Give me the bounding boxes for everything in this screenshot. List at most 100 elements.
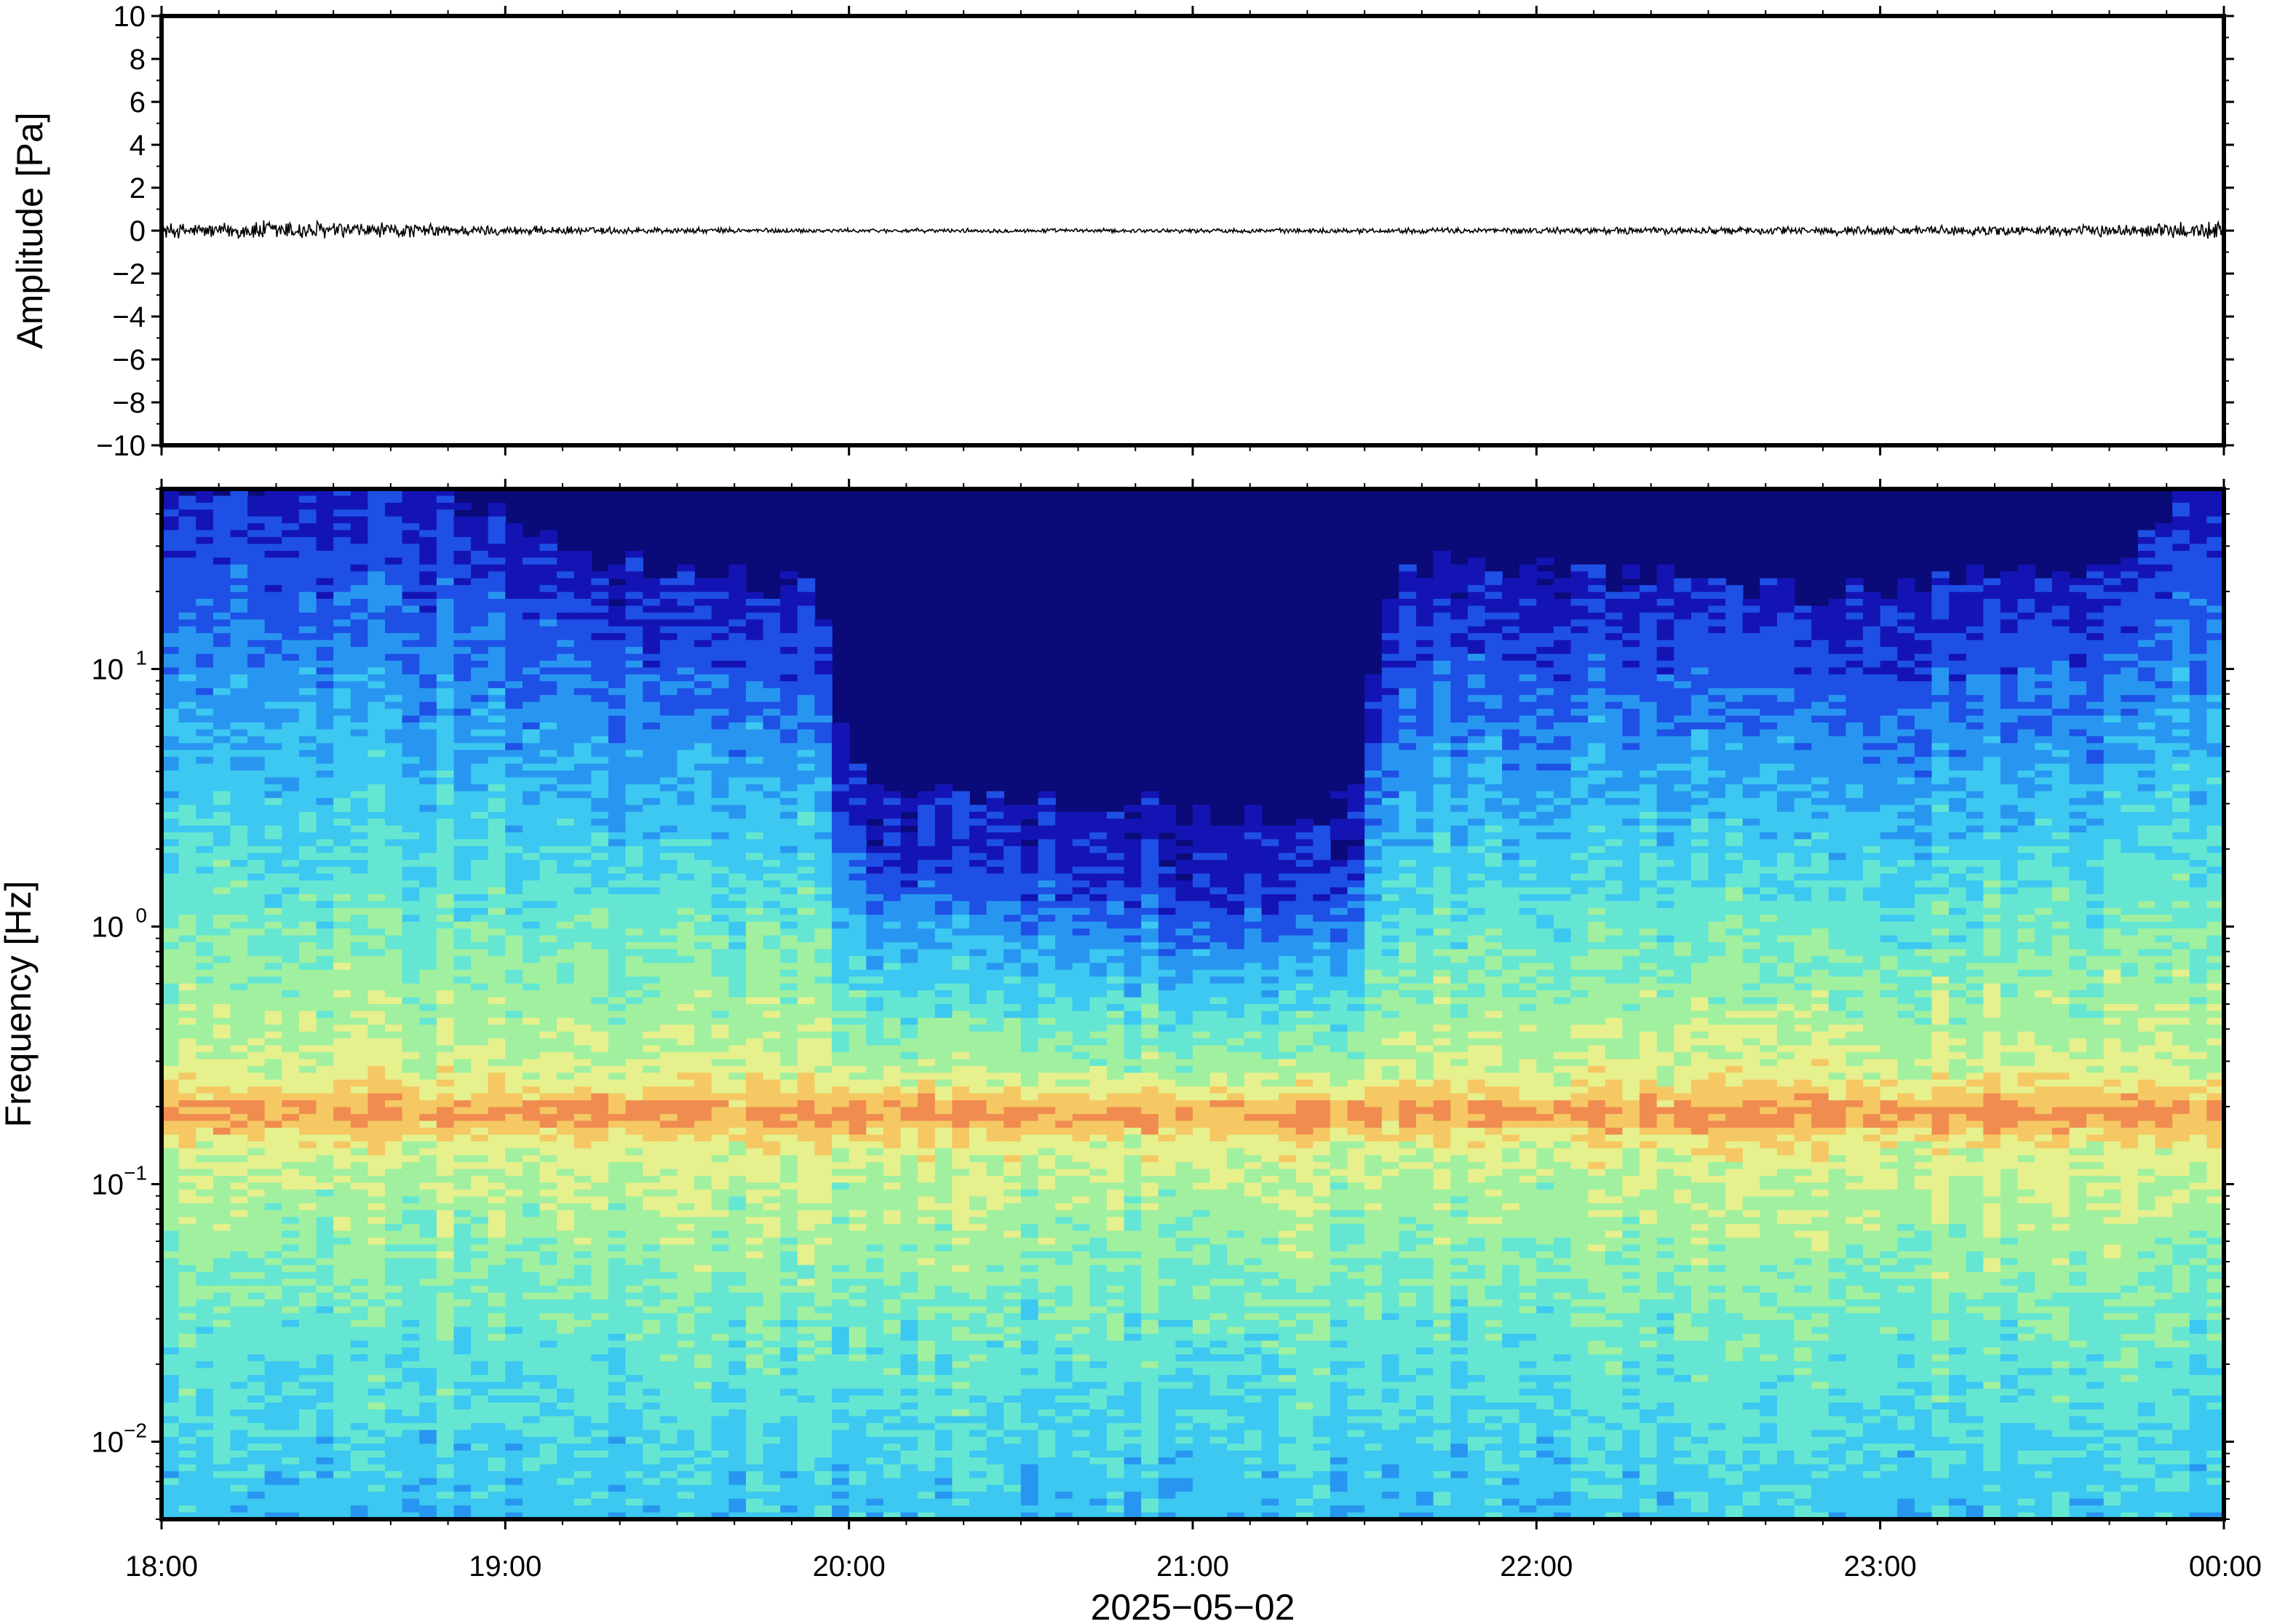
spectrogram-cell	[952, 935, 970, 957]
spectrogram-cell	[162, 832, 180, 840]
spectrogram-cell	[1519, 859, 1538, 867]
spectrogram-cell	[247, 516, 266, 524]
spectrogram-cell	[522, 805, 541, 854]
spectrogram-cell	[367, 949, 386, 957]
spectrogram-cell	[230, 1505, 248, 1513]
spectrogram-cell	[539, 845, 557, 854]
spectrogram-cell	[1347, 1512, 1365, 1519]
spectrogram-cell	[1004, 1182, 1022, 1190]
spectrogram-cell	[1485, 791, 1503, 799]
spectrogram-cell	[436, 1176, 455, 1184]
spectrogram-cell	[1467, 1436, 1486, 1452]
spectrogram-cell	[625, 1162, 643, 1184]
spectrogram-cell	[1072, 1141, 1091, 1163]
spectrogram-cell	[797, 1396, 816, 1404]
spectrogram-cell	[1381, 1354, 1400, 1382]
spectrogram-cell	[1467, 1093, 1486, 1101]
spectrogram-cell	[746, 1072, 764, 1108]
spectrogram-cell	[1674, 880, 1692, 943]
spectrogram-cell	[212, 859, 231, 867]
spectrogram-cell	[1072, 1045, 1091, 1053]
spectrogram-cell	[1467, 969, 1486, 984]
spectrogram-cell	[1347, 1031, 1365, 1053]
spectrogram-cell	[1553, 832, 1572, 840]
spectrogram-cell	[1364, 894, 1383, 902]
spectrogram-cell	[591, 1320, 609, 1356]
spectrogram-cell	[986, 1072, 1004, 1080]
spectrogram-cell	[1209, 1340, 1228, 1348]
spectrogram-cell	[1656, 661, 1675, 669]
spectrogram-cell	[1055, 1176, 1073, 1204]
spectrogram-cell	[677, 777, 695, 785]
spectrogram-cell	[797, 825, 816, 854]
spectrogram-cell	[1519, 873, 1538, 881]
spectrogram-cell	[1055, 1354, 1073, 1362]
spectrogram-cell	[1416, 887, 1434, 895]
spectrogram-cell	[1175, 1217, 1193, 1232]
spectrogram-cell	[780, 853, 798, 875]
spectrogram-cell	[1588, 1176, 1606, 1190]
spectrogram-cell	[1690, 1374, 1709, 1382]
spectrogram-cell	[711, 1402, 730, 1417]
spectrogram-cell	[1261, 1334, 1279, 1342]
spectrogram-cell	[900, 949, 918, 964]
spectrogram-cell	[1640, 1340, 1658, 1348]
spectrogram-cell	[264, 633, 283, 641]
spectrogram-cell	[1055, 907, 1073, 971]
spectrogram-cell	[883, 1313, 902, 1321]
spectrogram-cell	[1330, 1251, 1348, 1259]
spectrogram-cell	[212, 1464, 231, 1472]
spectrogram-cell	[573, 859, 592, 867]
spectrogram-cell	[780, 894, 798, 909]
spectrogram-cell	[573, 867, 592, 875]
spectrogram-cell	[1519, 701, 1538, 717]
spectrogram-cell	[488, 955, 506, 998]
spectrogram-cell	[1381, 1141, 1400, 1163]
spectrogram-cell	[316, 1258, 334, 1266]
spectrogram-cell	[1485, 1011, 1503, 1019]
spectrogram-cell	[1209, 1286, 1228, 1314]
spectrogram-cell	[539, 564, 557, 586]
spectrogram-cell	[1605, 1265, 1624, 1314]
spectrogram-cell	[1640, 1422, 1658, 1458]
spectrogram-cell	[471, 1114, 489, 1122]
spectrogram-cell	[1433, 1326, 1451, 1334]
spectrogram-cell	[1570, 709, 1589, 717]
spectrogram-cell	[1295, 1100, 1314, 1136]
spectrogram-cell	[488, 1382, 506, 1390]
spectrogram-cell	[1570, 1169, 1589, 1280]
spectrogram-cell	[711, 1134, 730, 1156]
spectrogram-cell	[419, 1238, 437, 1246]
spectrogram-cell	[763, 1320, 781, 1328]
spectrogram-cell	[333, 523, 351, 531]
spectrogram-cell	[488, 1210, 506, 1238]
spectrogram-cell	[1261, 1079, 1279, 1087]
spectrogram-cell	[883, 1416, 902, 1424]
spectrogram-cell	[1656, 867, 1675, 881]
spectrogram-cell	[178, 1306, 196, 1314]
spectrogram-cell	[1674, 1286, 1692, 1314]
spectrogram-cell	[1485, 853, 1503, 867]
spectrogram-cell	[1055, 873, 1073, 895]
spectrogram-cell	[1038, 797, 1056, 805]
spectrogram-cell	[1295, 1217, 1314, 1225]
spectrogram-cell	[230, 578, 248, 586]
spectrogram-cell	[866, 997, 884, 1012]
spectrogram-cell	[385, 1004, 403, 1026]
spectrogram-cell	[1004, 949, 1022, 964]
spectrogram-cell	[316, 1470, 334, 1479]
spectrogram-cell	[1553, 1409, 1572, 1417]
spectrogram-cell	[350, 1079, 369, 1087]
spectrogram-cell	[1227, 1182, 1245, 1232]
spectrogram-cell	[797, 1348, 816, 1356]
spectrogram-cell	[488, 1107, 506, 1122]
spectrogram-cell	[1588, 1169, 1606, 1177]
spectrogram-cell	[1536, 1505, 1554, 1519]
spectrogram-cell	[1640, 1031, 1658, 1080]
spectrogram-cell	[230, 887, 248, 916]
spectrogram-cell	[471, 983, 489, 991]
spectrogram-cell	[659, 1189, 678, 1198]
spectrogram-cell	[196, 845, 214, 854]
waveform-y-tick-label: −4	[112, 301, 146, 333]
spectrogram-cell	[1244, 1450, 1263, 1458]
